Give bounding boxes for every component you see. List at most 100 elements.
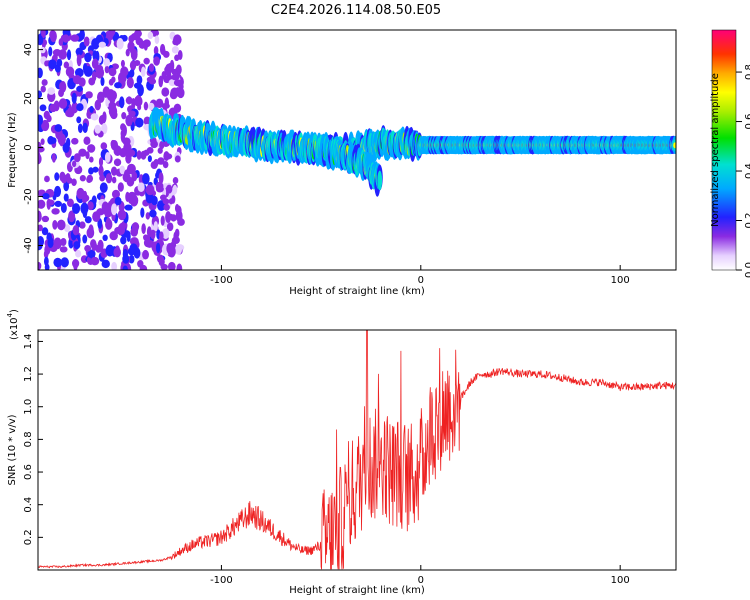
heat-cell	[139, 264, 148, 270]
heat-cell	[129, 194, 139, 207]
heat-cell	[53, 237, 62, 250]
heat-cell	[53, 257, 63, 268]
heat-cell	[173, 79, 183, 87]
heat-cell	[673, 142, 676, 149]
y-tick-label: 1.4	[23, 333, 34, 349]
heat-cell	[117, 71, 127, 84]
bottom-axes: -100 0 100 0.2 0.4 0.6 0.8 1.0 1.2 1.4	[23, 333, 630, 586]
heat-cell	[174, 54, 180, 62]
heat-cell	[38, 224, 43, 232]
heat-cell	[108, 105, 118, 118]
heat-cell	[131, 97, 136, 110]
bottom-plot-frame	[37, 329, 677, 571]
heat-cell	[109, 231, 118, 241]
heat-cell	[158, 75, 164, 88]
heat-cell	[126, 177, 135, 187]
heat-cell	[147, 155, 152, 163]
heat-cell	[129, 60, 137, 71]
heat-cell	[117, 209, 127, 221]
heat-cell	[91, 71, 97, 82]
heat-cell	[174, 204, 180, 213]
heat-cell	[147, 31, 154, 40]
heat-cell	[57, 219, 66, 231]
heat-cell	[122, 265, 128, 270]
heat-cell	[102, 111, 107, 123]
heat-cell	[62, 34, 70, 43]
heat-cell	[155, 100, 164, 109]
heat-cell	[92, 166, 99, 173]
heat-cell	[38, 90, 43, 99]
heat-cell	[157, 157, 165, 165]
heat-cell	[122, 124, 127, 137]
heat-cell	[46, 199, 55, 206]
heat-cell	[105, 30, 114, 39]
heat-cell	[38, 153, 42, 165]
heat-cell	[91, 58, 99, 70]
snr-line	[38, 330, 676, 570]
heat-cell	[85, 91, 93, 99]
heat-cell	[108, 101, 117, 109]
spectrogram-panel: C2E4.2026.114.08.50.E05 -100 0 100 -40 -20 0 2…	[7, 3, 677, 297]
heat-cell	[59, 171, 66, 182]
heat-cell	[90, 256, 100, 266]
top-xlabel: Height of straight line (km)	[289, 286, 425, 297]
heat-cell	[39, 104, 47, 112]
heat-cell	[167, 261, 176, 270]
heat-cell	[84, 245, 92, 252]
heat-cell	[148, 63, 155, 72]
heat-cell	[38, 261, 42, 270]
x-tick-label: 0	[418, 575, 424, 586]
heat-cell	[47, 237, 54, 248]
colorbar-tick-label: 0.6	[744, 114, 750, 130]
heat-cell	[38, 199, 46, 209]
heat-cell	[120, 59, 125, 68]
heat-cell	[58, 38, 64, 46]
heat-cell	[175, 64, 182, 75]
heat-cell	[40, 85, 46, 93]
heat-cell	[54, 124, 63, 132]
heat-cell	[38, 114, 44, 126]
heat-cell	[43, 256, 49, 266]
heat-cell	[58, 89, 64, 98]
heat-cell	[142, 249, 149, 260]
heat-cell	[40, 138, 45, 145]
heat-cell	[172, 38, 180, 46]
x-tick-label: 100	[611, 575, 630, 586]
heat-cell	[56, 58, 63, 68]
heat-cell	[158, 172, 164, 185]
colorbar-label: Normalized spectral amplitude	[710, 73, 721, 227]
heat-cell	[143, 41, 148, 51]
heat-cell	[174, 228, 180, 238]
heat-cell	[143, 57, 150, 65]
heat-cell	[114, 82, 122, 89]
heat-cell	[143, 101, 149, 111]
heat-cell	[52, 219, 58, 230]
heat-cell	[94, 99, 101, 111]
heat-cell	[60, 202, 67, 214]
heat-cell	[101, 123, 108, 135]
heat-cell	[46, 114, 52, 123]
heat-cell	[163, 153, 173, 160]
heat-cell	[122, 254, 130, 264]
heat-cell	[75, 47, 83, 56]
heat-cell	[43, 249, 49, 259]
heat-cell	[105, 173, 113, 184]
heat-cell	[145, 184, 155, 196]
heat-cell	[105, 244, 115, 257]
heat-cell	[114, 196, 122, 206]
heat-cell	[163, 203, 170, 211]
heat-cell	[87, 201, 94, 211]
heat-cell	[160, 215, 165, 226]
heat-cell	[166, 222, 174, 232]
heat-cell	[176, 263, 183, 270]
colorbar-ticks: 0.0 0.2 0.4 0.6 0.8	[736, 64, 750, 278]
heat-cell	[119, 96, 125, 109]
heat-cell	[140, 150, 147, 160]
heat-cell	[172, 184, 178, 195]
heat-cell	[137, 182, 145, 192]
heat-cell	[111, 76, 116, 83]
y-tick-label: 20	[23, 92, 34, 105]
heat-cell	[91, 241, 98, 252]
heat-cell	[88, 167, 94, 175]
heat-cell	[377, 172, 382, 187]
